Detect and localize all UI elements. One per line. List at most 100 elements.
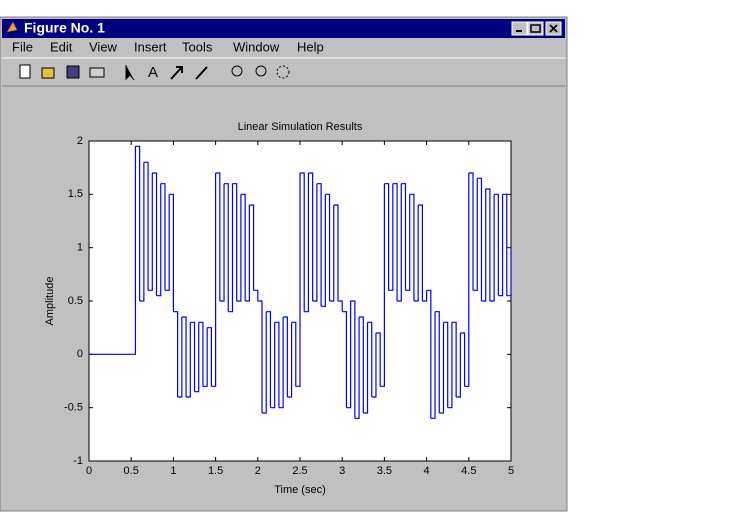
window-title: Figure No. 1 (24, 20, 105, 36)
signal-step (489, 194, 495, 302)
signal-step (186, 322, 191, 398)
x-tick-label: 1.5 (208, 465, 223, 477)
signal-step (236, 194, 242, 302)
signal-step (135, 145, 141, 301)
rotate-icon[interactable] (276, 65, 290, 79)
signal-step (245, 205, 250, 302)
signal-step (506, 247, 512, 297)
menu-item[interactable]: View (89, 39, 118, 54)
arrow-icon[interactable] (125, 65, 135, 81)
signal-step (148, 173, 153, 291)
zoom-in-icon[interactable] (231, 65, 243, 77)
signal-step (477, 177, 483, 301)
signal-step (354, 317, 360, 419)
signal-step (460, 332, 466, 387)
y-tick-label: -1 (73, 455, 83, 467)
signal-step (371, 333, 377, 398)
signal-step (337, 300, 343, 312)
menu-item[interactable]: Window (233, 39, 280, 54)
signal-step (422, 290, 428, 302)
signal-step (266, 311, 272, 408)
signal-step (274, 321, 280, 408)
signal-step (287, 322, 293, 398)
signal-step (164, 194, 170, 291)
signal-step (375, 332, 381, 387)
signal-step (329, 205, 335, 302)
chart-title: Linear Simulation Results (238, 121, 363, 133)
signal-step (481, 189, 487, 302)
signal-step (418, 204, 423, 301)
signal-step (232, 183, 238, 301)
signal-step (253, 289, 259, 301)
signal-step (156, 183, 162, 297)
menu-item[interactable]: Help (297, 39, 324, 54)
x-tick-label: 2.5 (292, 465, 307, 477)
signal-step (494, 193, 499, 296)
open-icon[interactable] (41, 67, 55, 79)
signal-step (430, 311, 436, 419)
signal-step (413, 205, 419, 302)
arrow-tool-icon[interactable] (170, 66, 183, 80)
y-tick-label: 0 (77, 348, 83, 360)
new-icon[interactable] (19, 64, 31, 79)
save-icon[interactable] (66, 65, 80, 79)
signal-step (456, 333, 461, 398)
menu-item[interactable]: Edit (50, 39, 73, 54)
signal-step (464, 173, 470, 387)
minimize-button[interactable] (511, 21, 528, 36)
signal-step (131, 146, 137, 355)
signal-step (300, 172, 305, 312)
x-tick-label: 5 (508, 465, 514, 477)
signal-step (342, 311, 348, 408)
signal-step (397, 183, 402, 302)
signal-step (228, 183, 234, 313)
signal-step (405, 194, 411, 291)
signal-step (304, 173, 310, 313)
signal-step (401, 183, 407, 291)
signal-step (447, 322, 453, 409)
signal-step (190, 321, 196, 392)
title-bar (2, 19, 565, 38)
signal-step (224, 183, 229, 312)
print-icon[interactable] (89, 67, 105, 78)
menu-bar: File Edit View Insert Tools Window Help (12, 39, 324, 54)
signal-step (194, 322, 200, 393)
signal-step (139, 162, 145, 302)
line-tool-icon[interactable] (195, 66, 208, 80)
y-axis-label: Amplitude (44, 277, 56, 326)
y-tick-label: -0.5 (64, 402, 83, 414)
x-tick-label: 0.5 (124, 465, 139, 477)
signal-step (435, 311, 440, 413)
y-tick-label: 2 (77, 135, 83, 147)
zoom-out-icon[interactable] (255, 65, 267, 77)
signal-step (409, 193, 415, 301)
x-tick-label: 2 (255, 465, 261, 477)
signal-step (426, 289, 432, 419)
x-tick-label: 4.5 (461, 465, 476, 477)
app-icon (7, 22, 17, 32)
signal-step (173, 311, 179, 397)
toolbar: A (19, 64, 290, 81)
x-tick-label: 3.5 (377, 465, 392, 477)
signal-step (380, 183, 385, 387)
signal-step (498, 194, 504, 297)
text-icon[interactable]: A (148, 64, 158, 81)
signal-step (181, 316, 187, 397)
signal-step (367, 321, 373, 397)
signal-step (312, 183, 318, 302)
signal-step (443, 321, 449, 408)
signal-step (257, 300, 263, 413)
maximize-icon (530, 24, 541, 33)
signal-step (346, 301, 352, 409)
y-tick-label: 0.5 (68, 295, 83, 307)
signal-step (333, 204, 339, 301)
signal-step (160, 183, 166, 291)
signal-step (278, 317, 284, 409)
menu-item[interactable]: Tools (182, 39, 213, 54)
signal-step (473, 178, 478, 291)
menu-item[interactable]: Insert (134, 39, 167, 54)
signal-step (388, 183, 394, 291)
x-axis-label: Time (sec) (274, 484, 326, 496)
signal-step (143, 161, 149, 291)
menu-item[interactable]: File (12, 39, 33, 54)
